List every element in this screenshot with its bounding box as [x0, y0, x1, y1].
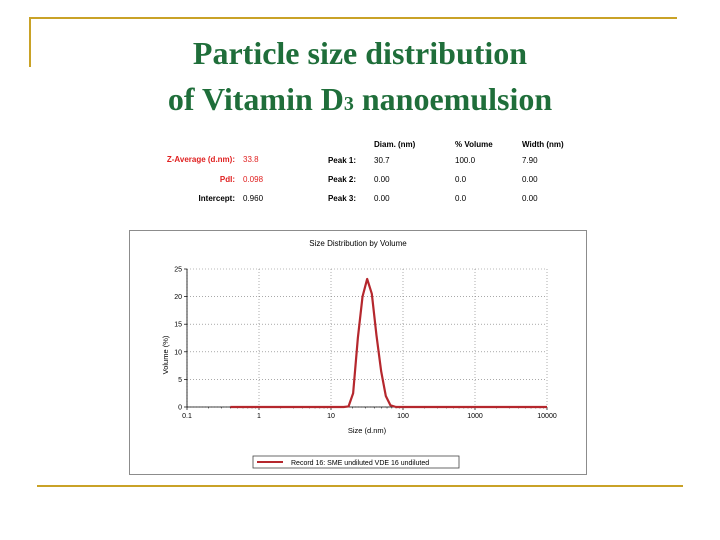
- title-line-2-suffix: nanoemulsion: [353, 81, 553, 117]
- legend-entry: Record 16: SME undiluted VDE 16 undilute…: [291, 460, 429, 467]
- y-tick-label: 0: [178, 405, 182, 412]
- x-axis-label: Size (d.nm): [348, 426, 387, 435]
- decorative-top-line: [29, 17, 677, 19]
- z-average-value: 33.8: [243, 155, 259, 164]
- peak-3-width: 0.00: [522, 194, 538, 203]
- pdi-label: PdI:: [219, 175, 235, 184]
- x-tick-label: 1000: [467, 413, 483, 420]
- peak-2-volume: 0.0: [455, 175, 467, 184]
- peak-1-volume: 100.0: [455, 156, 476, 165]
- intercept-value: 0.960: [243, 194, 264, 203]
- chart-svg: Size Distribution by Volume Volume (%) S…: [161, 239, 557, 469]
- title-line-2: of Vitamin D3 nanoemulsion: [0, 76, 720, 127]
- pdi-value: 0.098: [243, 175, 264, 184]
- column-header-diam: Diam. (nm): [374, 140, 416, 149]
- title-line-2-prefix: of Vitamin D: [167, 81, 344, 117]
- y-tick-label: 15: [174, 322, 182, 329]
- series-line: [230, 277, 547, 409]
- peak-2-label: Peak 2:: [327, 175, 356, 184]
- z-average-label: Z-Average (d.nm):: [166, 155, 235, 164]
- y-tick-label: 25: [174, 267, 182, 274]
- x-tick-label: 10: [327, 413, 335, 420]
- legend: Record 16: SME undiluted VDE 16 undilute…: [252, 455, 460, 469]
- chart-title: Size Distribution by Volume: [309, 239, 407, 248]
- title-line-1: Particle size distribution: [192, 35, 528, 71]
- peak-2-diam: 0.00: [374, 175, 390, 184]
- x-tick-label: 1: [257, 413, 261, 420]
- peak-2-width: 0.00: [522, 175, 538, 184]
- legend-box: [252, 455, 460, 469]
- decorative-bottom-line: [37, 485, 683, 487]
- y-tick-label: 5: [178, 377, 182, 384]
- intercept-label: Intercept:: [198, 194, 235, 203]
- peak-3-volume: 0.0: [455, 194, 467, 203]
- title-line-2-subscript: 3: [343, 93, 354, 115]
- results-summary: Z-Average (d.nm): 33.8 PdI: 0.098 Interc…: [0, 0, 720, 240]
- x-tick-label: 10000: [537, 413, 557, 420]
- slide-title: Particle size distribution of Vitamin D3…: [0, 30, 720, 127]
- peak-1-width: 7.90: [522, 156, 538, 165]
- peak-1-label: Peak 1:: [327, 156, 356, 165]
- y-tick-label: 20: [174, 294, 182, 301]
- y-tick-label: 10: [174, 349, 182, 356]
- y-axis-label: Volume (%): [161, 335, 170, 374]
- peak-1-diam: 30.7: [374, 156, 390, 165]
- column-header-volume: % Volume: [455, 140, 493, 149]
- peak-3-diam: 0.00: [374, 194, 390, 203]
- column-header-width: Width (nm): [522, 140, 564, 149]
- size-distribution-chart: Size Distribution by Volume Volume (%) S…: [129, 230, 587, 475]
- x-tick-label: 0.1: [182, 413, 192, 420]
- x-tick-label: 100: [397, 413, 409, 420]
- peak-3-label: Peak 3:: [327, 194, 356, 203]
- decorative-vertical-line: [29, 17, 31, 67]
